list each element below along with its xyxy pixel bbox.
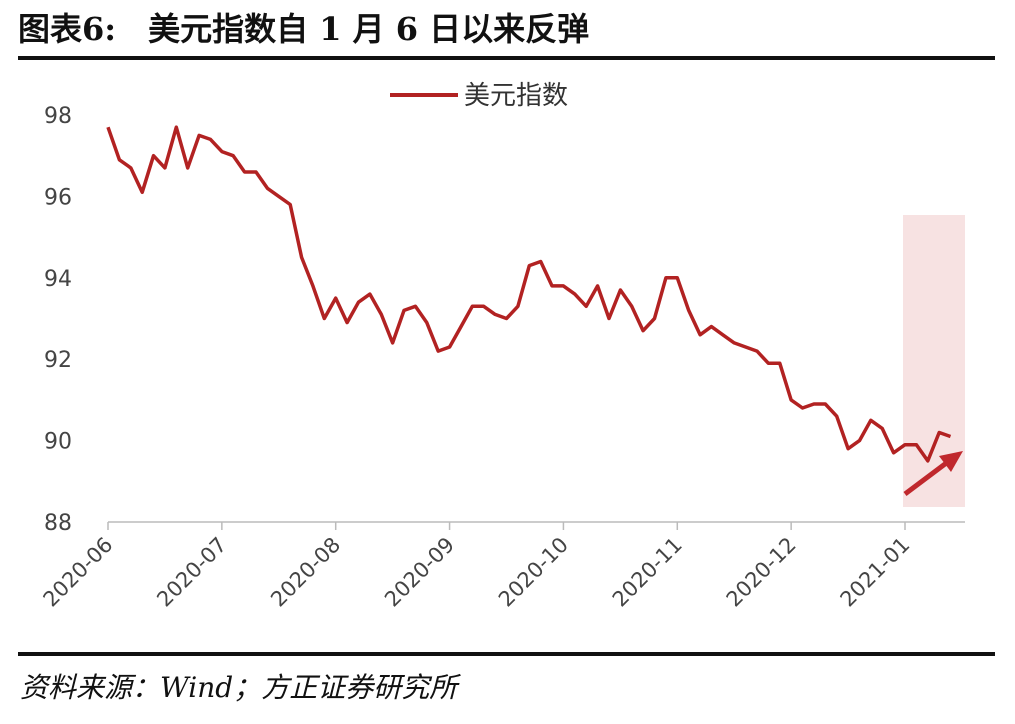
- x-tick-label: 2020-06: [39, 533, 118, 612]
- footer-rule: [18, 652, 995, 656]
- x-tick-label: 2020-09: [380, 533, 459, 612]
- legend-label: 美元指数: [464, 81, 568, 111]
- x-tick-label: 2020-10: [494, 533, 573, 612]
- chart-title: 图表6: 美元指数自 1 月 6 日以来反弹: [18, 10, 589, 48]
- trend-arrow-head: [939, 451, 963, 472]
- x-tick-label: 2020-07: [152, 533, 231, 612]
- x-tick-label: 2020-08: [266, 533, 345, 612]
- x-tick-label: 2020-12: [722, 533, 801, 612]
- y-tick-label: 90: [44, 430, 72, 455]
- x-tick-label: 2021-01: [836, 533, 915, 612]
- y-tick-label: 88: [44, 511, 72, 536]
- source-note: 资料来源：Wind；方正证券研究所: [20, 671, 461, 704]
- series-line: [106, 125, 952, 463]
- y-tick-label: 94: [44, 267, 72, 292]
- y-tick-label: 98: [44, 104, 72, 129]
- y-tick-label: 96: [44, 185, 72, 210]
- plot-area: 88 90 92 94 96 98 2020-06 2020-07 2020-08 2020-09…: [39, 81, 965, 612]
- x-tick-label: 2020-11: [608, 533, 687, 612]
- y-tick-label: 92: [44, 348, 72, 373]
- title-rule: [18, 56, 995, 60]
